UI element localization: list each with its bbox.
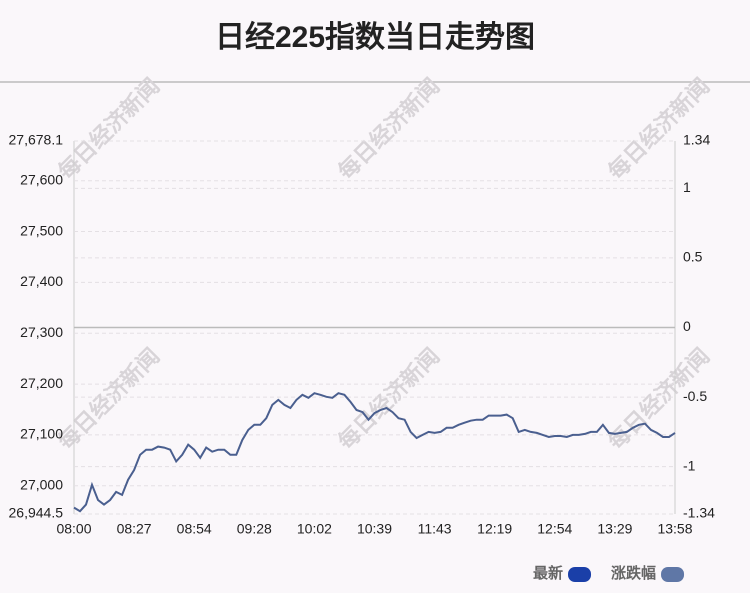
- legend-label: 涨跌幅: [611, 564, 656, 582]
- y2-tick-label: -1.34: [683, 505, 715, 521]
- y-tick-label: 27,000: [20, 476, 63, 492]
- y-tick-label: 27,600: [20, 171, 63, 187]
- x-tick-label: 08:54: [177, 521, 212, 537]
- y-tick-label: 27,300: [20, 324, 63, 340]
- y2-tick-label: 0: [683, 318, 691, 334]
- y2-tick-label: 1.34: [683, 132, 710, 148]
- y2-tick-label: 1: [683, 179, 691, 195]
- x-tick-label: 12:19: [477, 521, 512, 537]
- line-series: [73, 392, 676, 513]
- y2-tick-label: 0.5: [683, 249, 703, 265]
- y-tick-label: 27,500: [20, 222, 63, 238]
- x-tick-label: 13:29: [597, 521, 632, 537]
- y2-tick-label: -1: [683, 457, 696, 473]
- y-tick-label: 27,200: [20, 375, 63, 391]
- y-tick-label: 27,678.1: [9, 132, 64, 148]
- x-tick-label: 08:00: [56, 521, 91, 537]
- x-tick-label: 10:02: [297, 521, 332, 537]
- x-tick-label: 11:43: [418, 521, 452, 537]
- x-tick-label: 09:28: [237, 521, 272, 537]
- y-tick-label: 27,400: [20, 273, 63, 289]
- chart-title: 日经225指数当日走势图: [215, 20, 535, 54]
- legend-label: 最新: [533, 564, 563, 582]
- x-tick-label: 13:58: [657, 521, 692, 537]
- x-tick-label: 12:54: [537, 521, 572, 537]
- x-tick-label: 08:27: [117, 521, 152, 537]
- y-tick-label: 26,944.5: [9, 505, 64, 521]
- y2-tick-label: -0.5: [683, 388, 707, 404]
- y-tick-label: 27,100: [20, 426, 63, 442]
- legend-swatch: [661, 567, 685, 582]
- x-tick-label: 10:39: [357, 521, 392, 537]
- legend-swatch: [568, 567, 592, 582]
